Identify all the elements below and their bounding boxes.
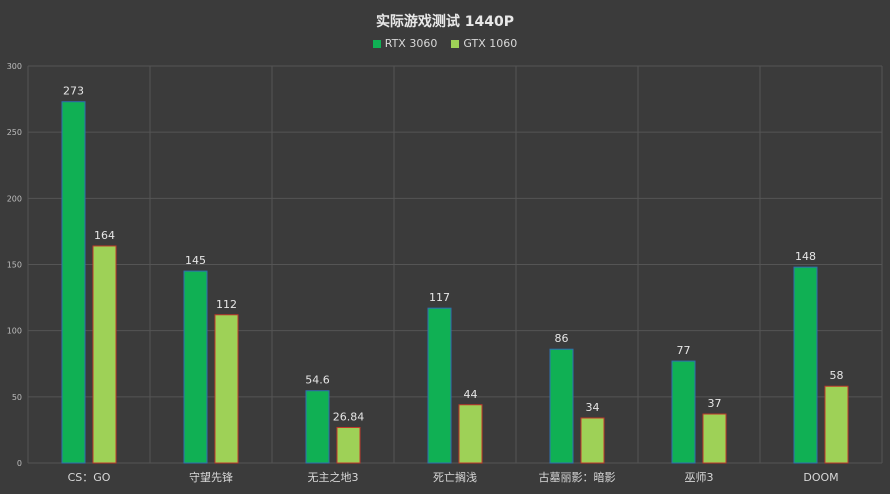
y-tick-label: 150 xyxy=(7,261,22,270)
legend-swatch-rtx3060 xyxy=(372,39,381,48)
bar-rtx3060 xyxy=(305,390,330,464)
data-label: 34 xyxy=(586,401,600,414)
y-tick-label: 200 xyxy=(7,194,22,203)
data-label: 164 xyxy=(94,229,115,242)
bar-rtx3060 xyxy=(793,266,818,464)
bar-gtx1060 xyxy=(824,385,849,464)
data-label: 86 xyxy=(555,332,569,345)
y-tick-label: 250 xyxy=(7,128,22,137)
bar-gtx1060 xyxy=(702,413,727,464)
x-tick-label: DOOM xyxy=(803,471,838,484)
bar-rtx3060 xyxy=(549,348,574,464)
legend-swatch-gtx1060 xyxy=(451,39,460,48)
data-label: 44 xyxy=(464,388,478,401)
x-tick-label: 巫师3 xyxy=(685,471,714,484)
bar-rtx3060 xyxy=(671,360,696,464)
data-label: 77 xyxy=(677,344,691,357)
data-label: 148 xyxy=(795,250,816,263)
y-tick-label: 300 xyxy=(7,62,22,71)
x-tick-label: 守望先锋 xyxy=(189,470,233,484)
legend-item-rtx3060: RTX 3060 xyxy=(372,37,438,50)
data-label: 54.6 xyxy=(305,374,330,387)
data-label: 117 xyxy=(429,291,450,304)
chart-title: 实际游戏测试 1440P xyxy=(375,14,515,30)
bar-rtx3060 xyxy=(61,101,86,464)
legend-label-rtx3060: RTX 3060 xyxy=(384,37,438,50)
y-tick-label: 100 xyxy=(7,327,22,336)
legend-item-gtx1060: GTX 1060 xyxy=(451,37,517,50)
y-tick-label: 50 xyxy=(12,393,22,402)
bar-rtx3060 xyxy=(183,270,208,464)
bar-gtx1060 xyxy=(458,404,483,464)
y-tick-label: 0 xyxy=(17,459,22,468)
x-tick-label: 古墓丽影：暗影 xyxy=(539,470,616,484)
data-label: 112 xyxy=(216,298,237,311)
bar-gtx1060 xyxy=(580,417,605,464)
data-label: 273 xyxy=(63,85,84,98)
data-label: 58 xyxy=(830,369,844,382)
bar-rtx3060 xyxy=(427,307,452,464)
data-label: 145 xyxy=(185,254,206,267)
x-tick-label: CS：GO xyxy=(68,471,111,484)
data-label: 26.84 xyxy=(333,410,365,423)
data-label: 37 xyxy=(708,397,722,410)
legend: RTX 3060 GTX 1060 xyxy=(0,37,890,50)
legend-label-gtx1060: GTX 1060 xyxy=(463,37,518,50)
x-tick-label: 无主之地3 xyxy=(308,470,359,484)
bar-gtx1060 xyxy=(92,245,117,464)
bar-gtx1060 xyxy=(214,314,239,464)
x-tick-label: 死亡搁浅 xyxy=(433,470,477,484)
bar-gtx1060 xyxy=(336,426,361,464)
